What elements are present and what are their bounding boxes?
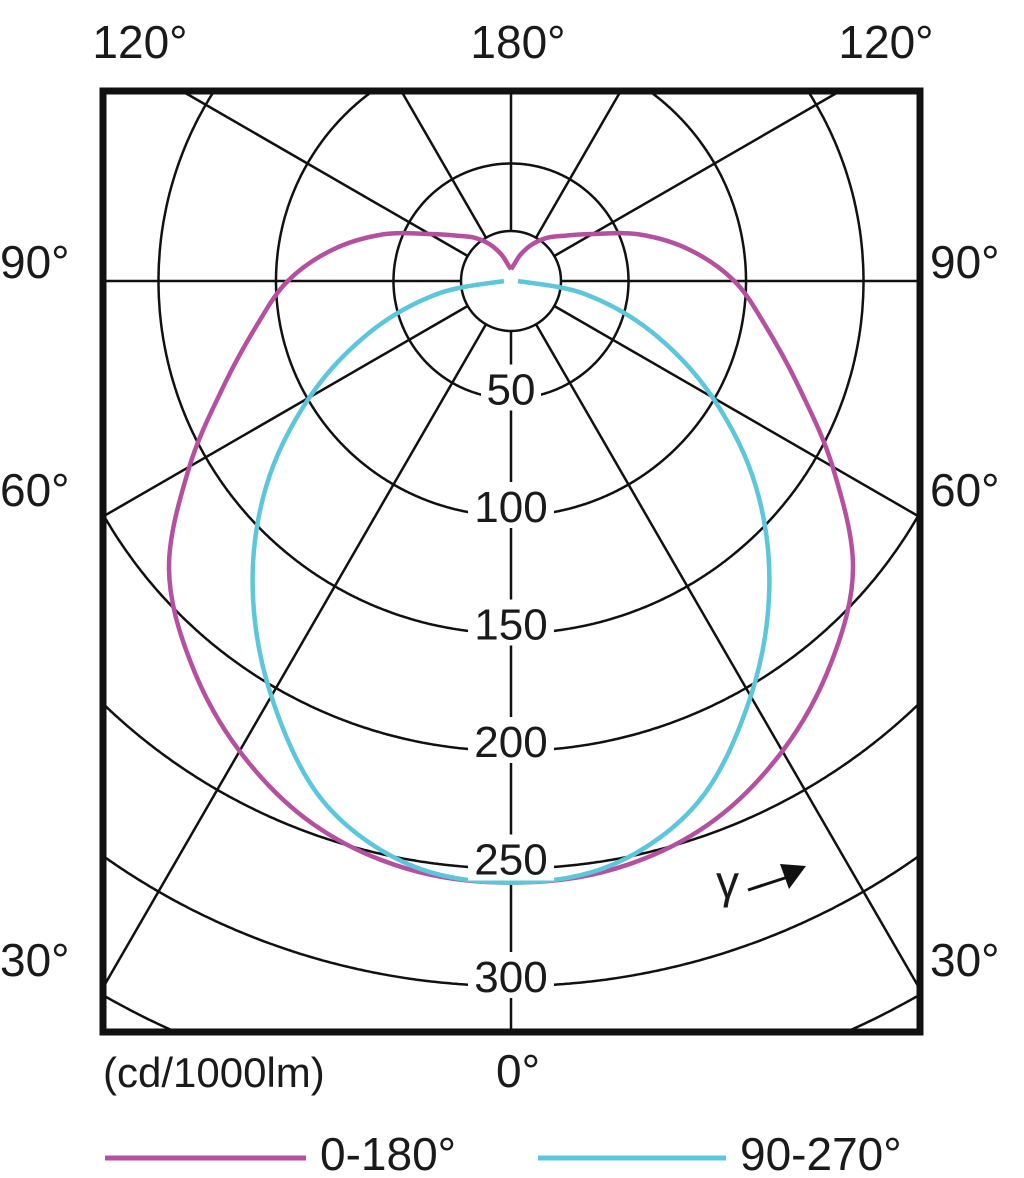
grid-spoke-300 [102, 304, 469, 518]
grid-spoke-210 [400, 90, 488, 239]
gamma-label: γ [716, 856, 739, 908]
tick-label-bg [481, 364, 541, 411]
grid-ring-150 [157, 90, 865, 635]
angle-label-right-90: 90° [930, 236, 1000, 288]
tick-label-bg [468, 717, 554, 763]
center-circle [459, 229, 563, 333]
angle-label-right-60: 60° [930, 464, 1000, 516]
angle-label-top-center: 180° [470, 16, 565, 68]
angle-label-top-left: 120° [92, 16, 187, 68]
gamma-indicator: γ [716, 856, 806, 908]
radial-tick-labels: 50 100 150 200 250 300 [468, 364, 554, 1002]
tick-label-bg [468, 599, 554, 646]
radial-tick-label-300: 300 [474, 953, 547, 1002]
tick-label-bg [468, 952, 554, 998]
radial-tick-label-200: 200 [474, 718, 547, 767]
angle-label-left-90: 90° [0, 236, 70, 288]
legend: 0-180° 90-270° [105, 1128, 902, 1178]
angle-label-top-right: 120° [838, 16, 933, 68]
angle-label-left-30: 30° [0, 934, 70, 986]
grid-spoke-120 [553, 89, 841, 258]
units-label: (cd/1000lm) [103, 1049, 325, 1096]
tick-label-bg [468, 482, 554, 528]
curves [166, 230, 856, 885]
grid-ring-350 [105, 994, 920, 1033]
gamma-arrow-head [780, 864, 806, 889]
radial-tick-label-100: 100 [474, 483, 547, 532]
radial-tick-label-150: 150 [474, 601, 547, 650]
plot-frame [99, 87, 924, 1036]
radial-tick-label-250: 250 [474, 836, 547, 885]
gamma-arrow-shaft [747, 875, 789, 892]
angle-label-bottom-center: 0° [496, 1045, 540, 1097]
polar-grid [101, 89, 922, 1033]
grid-spoke-60 [553, 304, 921, 519]
grid-ring-250 [103, 702, 920, 870]
grid-spoke-330 [101, 323, 488, 989]
legend-label-0-180: 0-180° [320, 1128, 456, 1178]
tick-label-bg [468, 834, 554, 881]
series-curve-90-270 [250, 278, 772, 885]
grid-spoke-30 [534, 323, 922, 991]
legend-label-90-270: 90-270° [740, 1128, 902, 1178]
angle-label-left-60: 60° [0, 464, 70, 516]
angle-label-right-30: 30° [930, 934, 1000, 986]
grid-spoke-240 [181, 89, 469, 258]
radial-tick-label-50: 50 [487, 366, 536, 415]
grid-spoke-150 [534, 90, 622, 239]
grid-ring-300 [103, 855, 919, 988]
